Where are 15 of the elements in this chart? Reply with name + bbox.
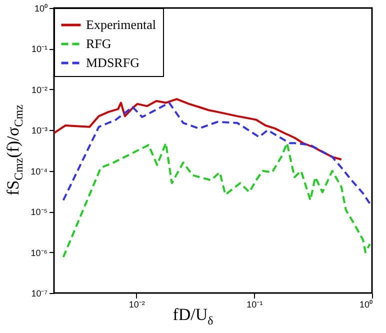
y-tick-label: 10⁻¹ bbox=[31, 44, 48, 54]
legend-label: Experimental bbox=[86, 17, 156, 32]
y-tick-label: 10⁻⁷ bbox=[31, 288, 48, 298]
y-tick-label: 10⁻⁶ bbox=[30, 248, 48, 258]
x-tick-label: 10⁻¹ bbox=[246, 300, 263, 310]
y-tick-label: 10⁻² bbox=[31, 84, 48, 95]
y-tick-label: 10⁻⁴ bbox=[30, 166, 48, 176]
x-tick-label: 10⁻² bbox=[128, 300, 145, 310]
x-tick-label: 10⁰ bbox=[359, 300, 372, 310]
y-tick-label: 10⁻⁵ bbox=[30, 207, 48, 218]
y-tick-label: 10⁻³ bbox=[31, 126, 48, 136]
y-tick-label: 10⁰ bbox=[34, 4, 48, 14]
x-axis-title: fD/U$_{δ}$ bbox=[172, 305, 214, 328]
legend-label: RFG bbox=[86, 36, 112, 51]
legend-label: MDSRFG bbox=[86, 55, 140, 70]
